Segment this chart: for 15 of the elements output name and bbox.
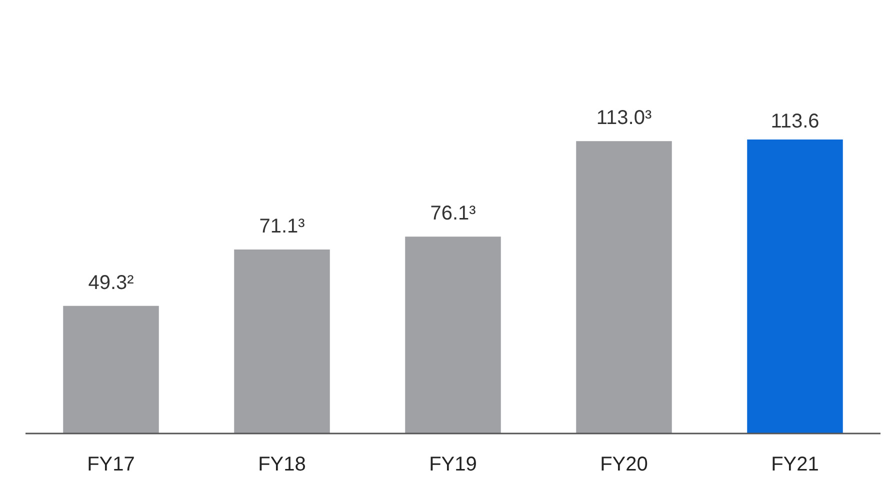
data-label: 71.1³ <box>259 216 306 238</box>
bar <box>405 236 501 434</box>
x-tick-label: FY19 <box>429 454 477 476</box>
data-label: 113.0³ <box>596 107 652 130</box>
x-tick-label: FY20 <box>600 454 648 476</box>
x-tick-label: FY18 <box>258 454 306 476</box>
x-tick-label: FY17 <box>87 454 135 476</box>
bar <box>63 306 159 434</box>
bar <box>747 140 843 434</box>
data-label: 113.6 <box>770 110 820 133</box>
x-tick-label: FY21 <box>771 454 819 476</box>
data-label: 76.1³ <box>430 202 476 225</box>
bar <box>576 141 672 434</box>
data-label: 49.3² <box>88 272 134 294</box>
bar <box>234 250 330 434</box>
